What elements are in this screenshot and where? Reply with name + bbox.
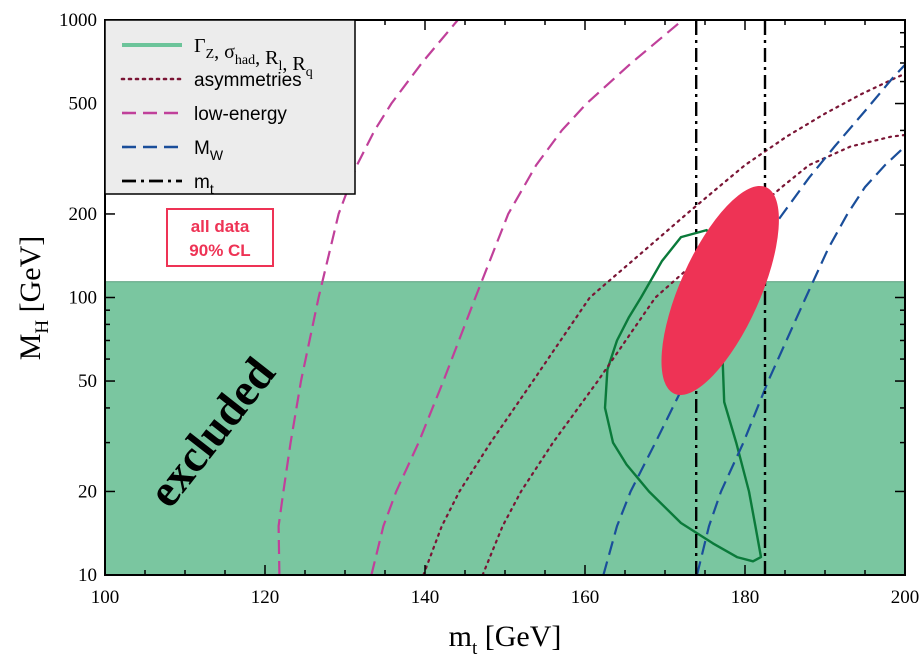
legend-label-mt: mt [194,172,214,197]
legend-box [104,19,356,195]
cl-line2: 90% CL [189,241,250,260]
legend-label-gz: ΓZ, σhad, Rl, Rq [194,35,313,80]
y-tick-label: 200 [69,204,98,225]
y-tick-label: 10 [78,565,97,586]
legend-label-asym: asymmetries [194,70,302,91]
y-tick-label: 500 [69,94,98,115]
x-tick-label: 100 [91,587,120,608]
y-axis-title: MH [GeV] [14,236,53,361]
y-tick-label: 1000 [59,10,97,31]
x-tick-label: 180 [731,587,760,608]
asym-line-2 [422,72,905,575]
legend-label-mw: MW [194,138,224,163]
lowe-line-0 [277,20,459,575]
x-tick-label: 140 [411,587,440,608]
y-tick-label: 100 [69,288,98,309]
all-data-ellipse [661,185,779,395]
x-tick-label: 200 [891,587,920,608]
x-tick-label: 120 [251,587,280,608]
y-tick-label: 50 [78,371,97,392]
y-tick-label: 20 [78,481,97,502]
cl-line1: all data [191,217,250,236]
legend-label-lowe: low-energy [194,104,287,125]
excluded-region [104,281,906,576]
mw-line-5 [695,145,905,575]
x-tick-label: 160 [571,587,600,608]
x-axis-title: mt [GeV] [449,620,562,659]
cl-box: all data 90% CL [166,208,274,267]
lowe-line-1 [370,20,684,575]
